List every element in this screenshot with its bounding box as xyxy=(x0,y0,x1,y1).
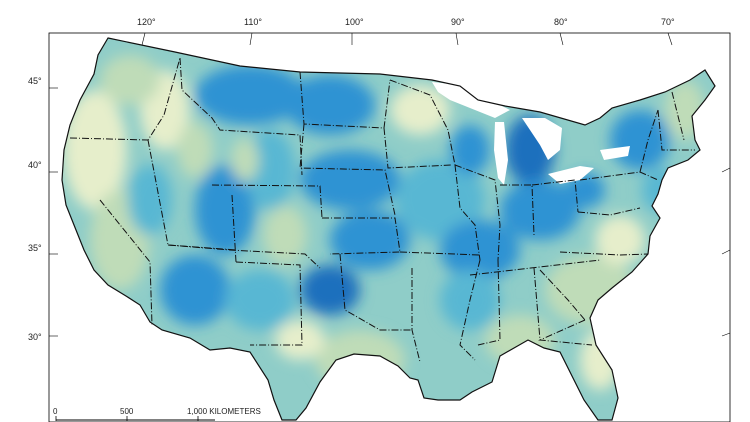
longitude-label-80: 80° xyxy=(554,17,568,27)
latitude-label-30: 30° xyxy=(28,332,42,342)
longitude-label-70: 70° xyxy=(661,17,675,27)
longitude-label-120: 120° xyxy=(137,17,156,27)
longitude-labels: 120° 110° 100° 90° 80° 70° xyxy=(137,17,675,27)
us-outline xyxy=(61,37,716,421)
latitude-labels: 45° 40° 35° 30° xyxy=(28,76,42,342)
scale-label-1000-km: 1,000 KILOMETERS xyxy=(187,407,261,416)
great-lakes xyxy=(432,82,630,185)
map-frame xyxy=(48,32,731,422)
state-boundaries xyxy=(69,57,695,363)
latitude-label-40: 40° xyxy=(28,160,42,170)
us-heatmap xyxy=(62,38,715,420)
scale-label-500: 500 xyxy=(120,407,134,416)
scale-label-0: 0 xyxy=(53,407,58,416)
latitude-label-35: 35° xyxy=(28,243,42,253)
scale-bar: 0 500 1,000 KILOMETERS xyxy=(53,407,261,421)
latitude-label-45: 45° xyxy=(28,76,42,86)
longitude-label-90: 90° xyxy=(451,17,465,27)
longitude-label-110: 110° xyxy=(244,17,262,27)
longitude-label-100: 100° xyxy=(345,17,364,27)
graticule xyxy=(48,32,731,422)
